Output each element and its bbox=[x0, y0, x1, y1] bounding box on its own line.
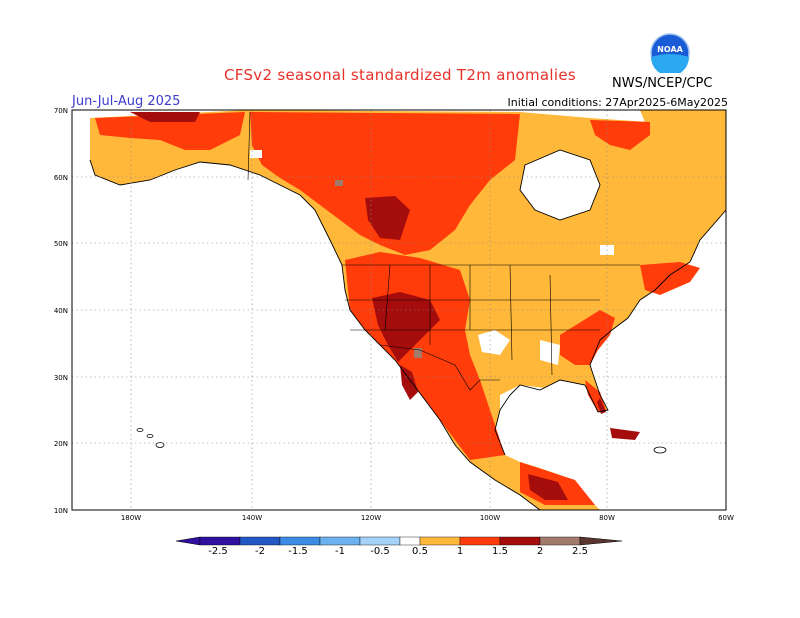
lon-label: 120W bbox=[361, 514, 381, 522]
colorbar-swatch bbox=[399, 536, 421, 546]
lat-label: 70N bbox=[54, 107, 68, 115]
lon-label: 140W bbox=[242, 514, 262, 522]
lon-label: 80W bbox=[599, 514, 615, 522]
lat-label: 10N bbox=[54, 507, 68, 515]
colorbar-label: -2 bbox=[255, 546, 265, 557]
colorbar-label: -0.5 bbox=[370, 546, 390, 557]
colorbar-swatch bbox=[459, 536, 501, 546]
colorbar-swatch bbox=[279, 536, 321, 546]
colorbar-label: 2 bbox=[536, 546, 544, 557]
initial-conditions-label: Initial conditions: 27Apr2025-6May2025 bbox=[507, 96, 728, 109]
colorbar-label: -2.5 bbox=[208, 546, 228, 557]
colorbar-swatch bbox=[499, 536, 541, 546]
lat-label: 50N bbox=[54, 240, 68, 248]
map-frame bbox=[71, 109, 727, 511]
svg-text:NOAA: NOAA bbox=[657, 45, 683, 54]
colorbar-label: 2.5 bbox=[572, 546, 588, 557]
greenland-land bbox=[640, 110, 726, 190]
anomaly-extreme-spots bbox=[335, 180, 422, 358]
graticule bbox=[72, 110, 726, 510]
noaa-logo-icon: NOAA bbox=[650, 33, 690, 73]
colorbar-label: 1.5 bbox=[492, 546, 508, 557]
lat-label: 20N bbox=[54, 440, 68, 448]
colorbar-label: 1 bbox=[456, 546, 464, 557]
coastline bbox=[89, 149, 726, 510]
colorbar bbox=[175, 536, 623, 546]
colorbar-arrow-left bbox=[175, 536, 201, 546]
anomaly-very-high-regions bbox=[130, 112, 640, 500]
islands bbox=[136, 428, 667, 454]
map-title: CFSv2 seasonal standardized T2m anomalie… bbox=[224, 66, 576, 84]
organization-label: NWS/NCEP/CPC bbox=[612, 76, 713, 91]
latitude-labels: 70N 60N 50N 40N 30N 20N 10N bbox=[54, 107, 68, 515]
colorbar-arrow-right bbox=[579, 536, 623, 546]
colorbar-label: -1.5 bbox=[288, 546, 308, 557]
colorbar-swatch bbox=[319, 536, 361, 546]
lat-label: 60N bbox=[54, 174, 68, 182]
colorbar-label: -1 bbox=[335, 546, 345, 557]
lat-label: 40N bbox=[54, 307, 68, 315]
colorbar-swatch bbox=[239, 536, 281, 546]
lon-label: 60W bbox=[718, 514, 734, 522]
longitude-labels: 180W 140W 120W 100W 80W 60W bbox=[121, 514, 734, 522]
colorbar-swatch bbox=[359, 536, 401, 546]
lon-label: 180W bbox=[121, 514, 141, 522]
colorbar-swatch bbox=[419, 536, 461, 546]
lat-label: 30N bbox=[54, 374, 68, 382]
season-label: Jun-Jul-Aug 2025 bbox=[72, 94, 181, 109]
colorbar-swatch bbox=[539, 536, 581, 546]
gulf-of-mexico bbox=[500, 382, 595, 445]
lon-label: 100W bbox=[480, 514, 500, 522]
hudson-bay bbox=[520, 150, 600, 220]
political-borders bbox=[247, 111, 640, 391]
colorbar-swatch bbox=[199, 536, 241, 546]
colorbar-label: 0.5 bbox=[412, 546, 428, 557]
